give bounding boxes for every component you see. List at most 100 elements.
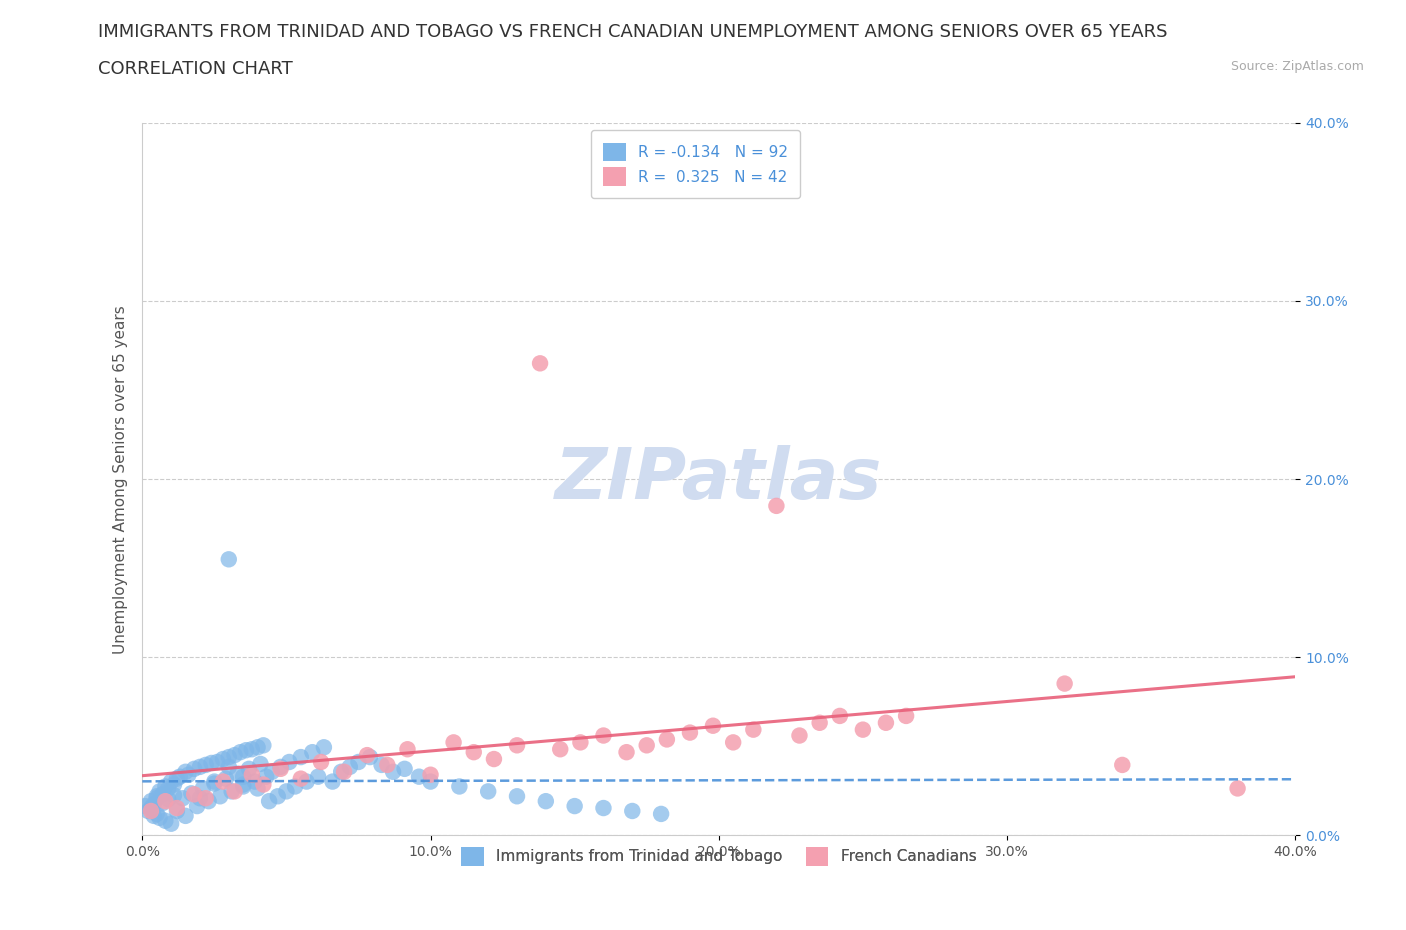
Point	[419, 774, 441, 789]
Point	[155, 779, 177, 794]
Point	[301, 745, 323, 760]
Point	[394, 762, 416, 777]
Point	[188, 760, 211, 775]
Point	[246, 740, 269, 755]
Point	[149, 784, 172, 799]
Point	[243, 774, 266, 789]
Point	[270, 760, 292, 775]
Text: IMMIGRANTS FROM TRINIDAD AND TOBAGO VS FRENCH CANADIAN UNEMPLOYMENT AMONG SENIOR: IMMIGRANTS FROM TRINIDAD AND TOBAGO VS F…	[98, 23, 1168, 41]
Point	[875, 715, 897, 730]
Point	[330, 764, 353, 779]
Point	[224, 784, 246, 799]
Point	[290, 750, 312, 764]
Point	[174, 764, 197, 779]
Point	[145, 790, 167, 805]
Point	[180, 786, 202, 801]
Point	[284, 779, 307, 794]
Point	[534, 793, 557, 808]
Point	[702, 718, 724, 733]
Point	[477, 784, 499, 799]
Point	[174, 808, 197, 823]
Point	[260, 764, 283, 779]
Point	[240, 767, 263, 782]
Point	[419, 767, 441, 782]
Point	[347, 754, 370, 769]
Point	[333, 764, 356, 779]
Point	[276, 784, 298, 799]
Point	[592, 728, 614, 743]
Point	[209, 789, 232, 804]
Point	[166, 801, 188, 816]
Point	[339, 760, 361, 775]
Point	[309, 754, 332, 769]
Point	[215, 771, 238, 786]
Point	[186, 799, 208, 814]
Text: Source: ZipAtlas.com: Source: ZipAtlas.com	[1230, 60, 1364, 73]
Point	[157, 791, 180, 806]
Point	[396, 742, 419, 757]
Point	[529, 356, 551, 371]
Point	[254, 769, 277, 784]
Point	[169, 769, 191, 784]
Point	[157, 781, 180, 796]
Point	[240, 742, 263, 757]
Point	[616, 745, 638, 760]
Point	[548, 742, 571, 757]
Text: CORRELATION CHART: CORRELATION CHART	[98, 60, 294, 78]
Point	[191, 781, 214, 796]
Legend: Immigrants from Trinidad and Tobago, French Canadians: Immigrants from Trinidad and Tobago, Fre…	[449, 834, 988, 878]
Point	[721, 735, 744, 750]
Point	[155, 814, 177, 829]
Point	[188, 790, 211, 805]
Point	[636, 737, 658, 752]
Point	[177, 767, 200, 782]
Point	[183, 787, 205, 802]
Point	[765, 498, 787, 513]
Point	[218, 750, 240, 764]
Text: ZIPatlas: ZIPatlas	[555, 445, 883, 513]
Point	[482, 751, 505, 766]
Point	[145, 806, 167, 821]
Point	[212, 751, 235, 766]
Point	[202, 777, 225, 791]
Point	[1226, 781, 1249, 796]
Point	[449, 779, 471, 794]
Point	[295, 774, 318, 789]
Point	[149, 810, 172, 825]
Point	[172, 790, 194, 805]
Point	[1111, 757, 1133, 772]
Point	[238, 762, 260, 777]
Point	[443, 735, 465, 750]
Point	[218, 551, 240, 566]
Point	[789, 728, 811, 743]
Point	[852, 723, 875, 737]
Point	[200, 755, 222, 770]
Point	[139, 801, 162, 816]
Point	[202, 774, 225, 789]
Point	[742, 723, 765, 737]
Point	[655, 732, 678, 747]
Point	[621, 804, 644, 818]
Point	[650, 806, 672, 821]
Point	[592, 801, 614, 816]
Point	[212, 774, 235, 789]
Point	[136, 804, 159, 818]
Point	[197, 793, 219, 808]
Point	[218, 760, 240, 775]
Point	[463, 745, 485, 760]
Point	[267, 789, 290, 804]
Point	[166, 771, 188, 786]
Point	[408, 769, 430, 784]
Point	[226, 766, 249, 781]
Point	[569, 735, 592, 750]
Point	[312, 740, 335, 755]
Point	[163, 788, 186, 803]
Point	[307, 769, 329, 784]
Point	[221, 784, 243, 799]
Point	[290, 771, 312, 786]
Point	[224, 748, 246, 763]
Point	[246, 781, 269, 796]
Point	[232, 769, 254, 784]
Point	[142, 797, 165, 812]
Point	[252, 777, 274, 792]
